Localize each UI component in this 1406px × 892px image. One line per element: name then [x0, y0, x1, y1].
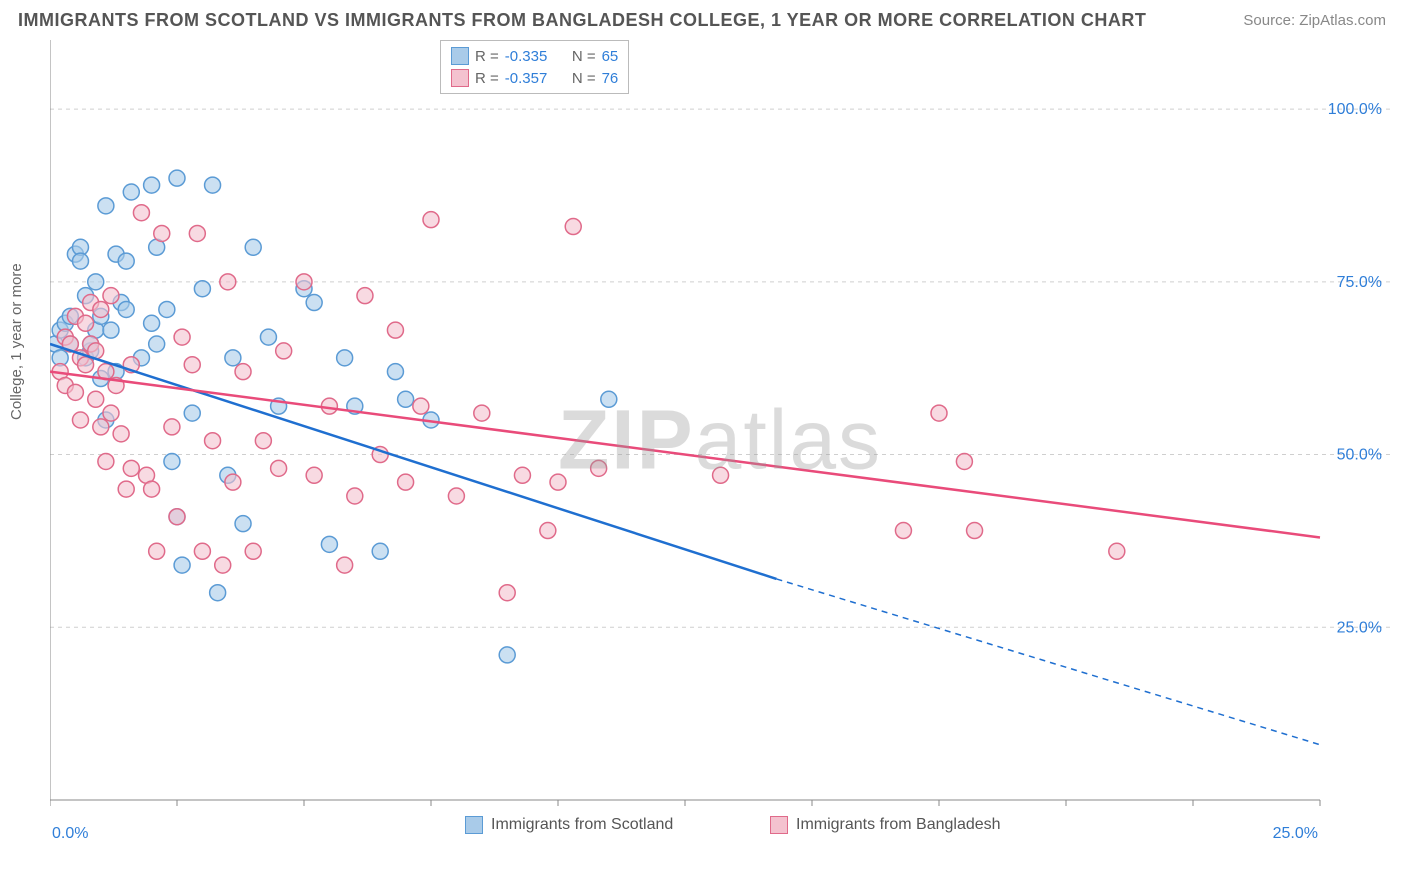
chart-area: 25.0%50.0%75.0%100.0%0.0%25.0% ZIPatlas … [50, 40, 1390, 840]
svg-text:50.0%: 50.0% [1337, 447, 1382, 464]
svg-text:25.0%: 25.0% [1273, 825, 1318, 840]
corr-legend-row-bangladesh: R = -0.357 N = 76 [451, 67, 618, 89]
source-label: Source: [1243, 12, 1299, 29]
corr-legend-row-scotland: R = -0.335 N = 65 [451, 45, 618, 67]
x-legend-scotland-label: Immigrants from Scotland [491, 816, 673, 834]
swatch-scotland [465, 816, 483, 834]
x-legend-bangladesh: Immigrants from Bangladesh [770, 816, 1001, 834]
swatch-bangladesh [451, 69, 469, 87]
scatter-chart-svg: 25.0% 50.0% 75.0% 100.0% 0.0% 25.0% [50, 40, 1390, 840]
swatch-bangladesh [770, 816, 788, 834]
svg-text:100.0%: 100.0% [1328, 101, 1382, 118]
source-attribution: Source: ZipAtlas.com [1243, 12, 1386, 29]
x-legend-bangladesh-label: Immigrants from Bangladesh [796, 816, 1001, 834]
correlation-legend: R = -0.335 N = 65 R = -0.357 N = 76 [440, 40, 629, 94]
x-legend-scotland: Immigrants from Scotland [465, 816, 673, 834]
source-link[interactable]: ZipAtlas.com [1299, 12, 1386, 29]
svg-text:25.0%: 25.0% [1337, 619, 1382, 636]
y-axis-label: College, 1 year or more [8, 263, 25, 420]
swatch-scotland [451, 47, 469, 65]
svg-text:0.0%: 0.0% [52, 825, 88, 840]
svg-text:75.0%: 75.0% [1337, 274, 1382, 291]
chart-title: IMMIGRANTS FROM SCOTLAND VS IMMIGRANTS F… [18, 10, 1146, 31]
